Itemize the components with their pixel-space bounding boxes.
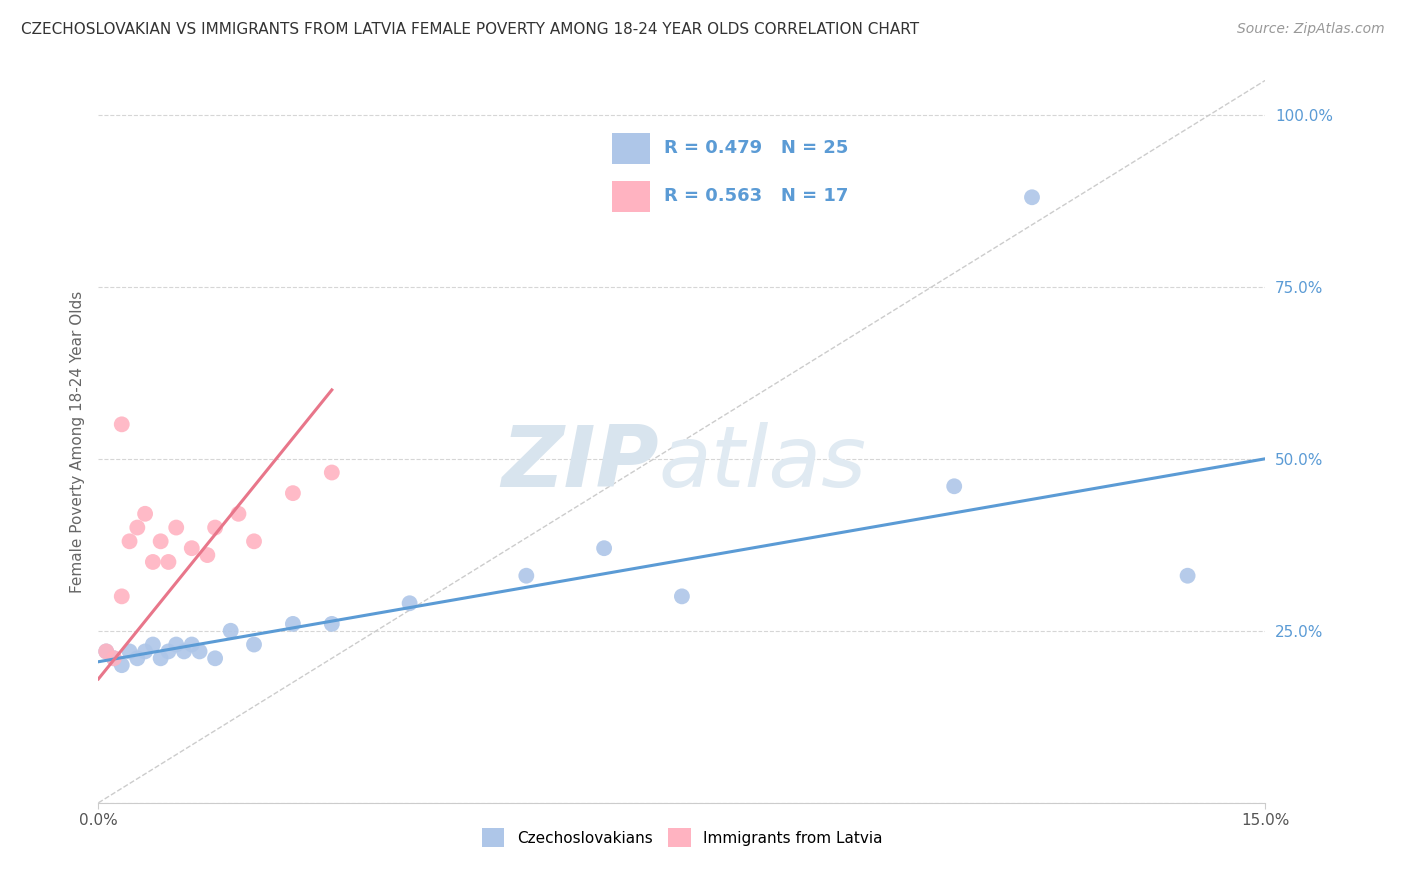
Point xyxy=(127,651,149,665)
Point xyxy=(118,644,141,658)
Point xyxy=(157,644,180,658)
Text: Source: ZipAtlas.com: Source: ZipAtlas.com xyxy=(1237,22,1385,37)
Point xyxy=(103,651,125,665)
Point xyxy=(515,568,537,582)
Point xyxy=(398,596,420,610)
Point xyxy=(243,638,266,652)
Point xyxy=(142,555,165,569)
Point xyxy=(157,555,180,569)
Point xyxy=(111,590,134,604)
Point xyxy=(134,507,156,521)
Point xyxy=(188,644,211,658)
Point xyxy=(96,644,118,658)
Text: CZECHOSLOVAKIAN VS IMMIGRANTS FROM LATVIA FEMALE POVERTY AMONG 18-24 YEAR OLDS C: CZECHOSLOVAKIAN VS IMMIGRANTS FROM LATVI… xyxy=(21,22,920,37)
Point xyxy=(228,507,250,521)
Point xyxy=(118,534,141,549)
Text: ZIP: ZIP xyxy=(501,422,658,505)
Point xyxy=(204,651,226,665)
Point xyxy=(281,486,304,500)
Point xyxy=(149,651,172,665)
Point xyxy=(127,520,149,534)
Point xyxy=(1177,568,1199,582)
Point xyxy=(281,616,304,631)
Point xyxy=(173,644,195,658)
Point xyxy=(111,658,134,673)
Point xyxy=(165,520,187,534)
Point xyxy=(321,616,343,631)
Point xyxy=(671,590,693,604)
Legend: Czechoslovakians, Immigrants from Latvia: Czechoslovakians, Immigrants from Latvia xyxy=(475,822,889,853)
Point xyxy=(103,651,125,665)
Point xyxy=(195,548,218,562)
Point xyxy=(321,466,343,480)
Point xyxy=(149,534,172,549)
Point xyxy=(142,638,165,652)
Point xyxy=(96,644,118,658)
Point xyxy=(180,638,202,652)
Point xyxy=(219,624,242,638)
Point xyxy=(1021,190,1043,204)
Point xyxy=(593,541,616,556)
Y-axis label: Female Poverty Among 18-24 Year Olds: Female Poverty Among 18-24 Year Olds xyxy=(69,291,84,592)
Point xyxy=(943,479,966,493)
Text: atlas: atlas xyxy=(658,422,866,505)
Point xyxy=(111,417,134,432)
Point xyxy=(165,638,187,652)
Point xyxy=(243,534,266,549)
Point xyxy=(204,520,226,534)
Point xyxy=(180,541,202,556)
Point xyxy=(134,644,156,658)
